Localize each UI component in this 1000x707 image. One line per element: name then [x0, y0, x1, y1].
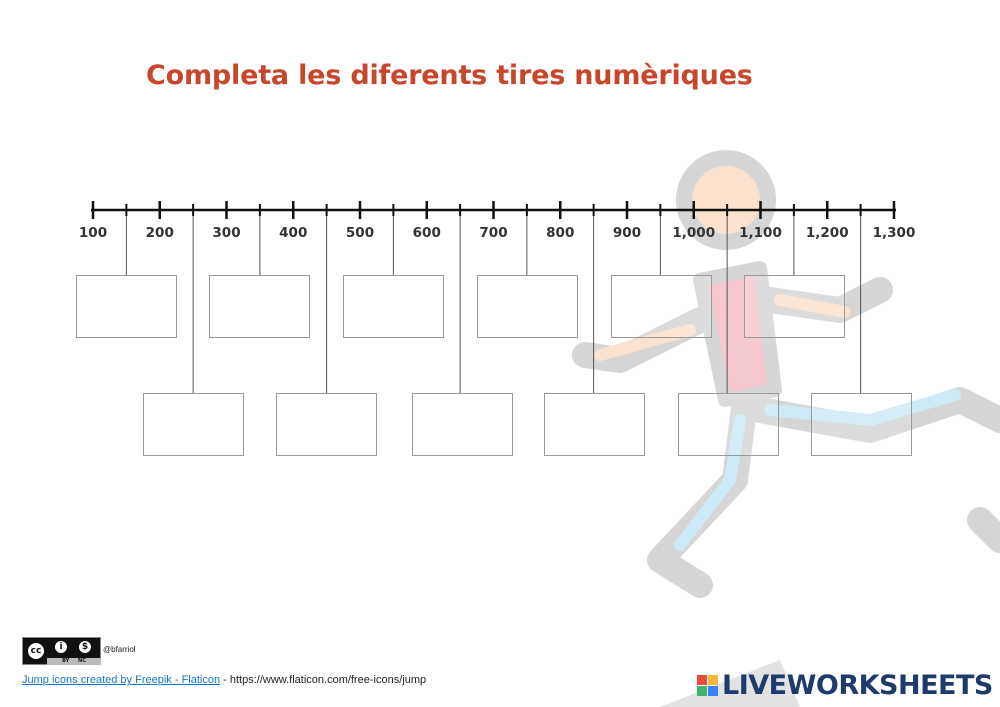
tick-label: 100 — [79, 225, 107, 241]
answer-box-top-5[interactable] — [611, 275, 712, 338]
flaticon-credit-link[interactable]: Jump icons created by Freepik - Flaticon — [22, 674, 221, 686]
cc-icon: cc — [26, 641, 46, 661]
tick-label: 800 — [546, 225, 574, 241]
tick-label: 200 — [146, 225, 174, 241]
credits-line: Jump icons created by Freepik - Flaticon… — [22, 674, 426, 686]
answer-box-top-1[interactable] — [76, 275, 177, 338]
license-band: BY NC — [47, 658, 101, 665]
answer-box-bottom-1[interactable] — [143, 393, 244, 456]
tick-label: 500 — [346, 225, 374, 241]
tick-label: 1,200 — [806, 225, 849, 241]
logo-wordmark: LIVEWORKSHEETS — [722, 670, 993, 701]
credit-url-text: - https://www.flaticon.com/free-icons/ju… — [220, 674, 427, 686]
answer-box-top-3[interactable] — [343, 275, 444, 338]
tick-label: 300 — [212, 225, 240, 241]
nc-label: NC — [78, 658, 86, 664]
tick-label: 1,300 — [873, 225, 916, 241]
tick-label: 600 — [413, 225, 441, 241]
answer-box-bottom-5[interactable] — [678, 393, 779, 456]
answer-box-top-4[interactable] — [477, 275, 578, 338]
tick-label: 1,000 — [672, 225, 715, 241]
answer-box-bottom-4[interactable] — [544, 393, 645, 456]
answer-box-top-6[interactable] — [744, 275, 845, 338]
tick-label: 400 — [279, 225, 307, 241]
answer-box-bottom-2[interactable] — [276, 393, 377, 456]
tick-label: 1,100 — [739, 225, 782, 241]
by-icon: i — [53, 639, 69, 655]
nc-icon: $ — [77, 639, 93, 655]
page-title: Completa les diferents tires numèriques — [146, 60, 753, 91]
tick-label: 900 — [613, 225, 641, 241]
answer-box-bottom-6[interactable] — [811, 393, 912, 456]
tick-label: 700 — [479, 225, 507, 241]
answer-box-top-2[interactable] — [209, 275, 310, 338]
answer-box-bottom-3[interactable] — [412, 393, 513, 456]
logo-mark-icon — [697, 675, 719, 697]
by-label: BY — [62, 658, 70, 664]
cc-license-badge: cc i $ BY NC — [22, 637, 101, 665]
author-handle: @bfarriol — [103, 645, 136, 654]
